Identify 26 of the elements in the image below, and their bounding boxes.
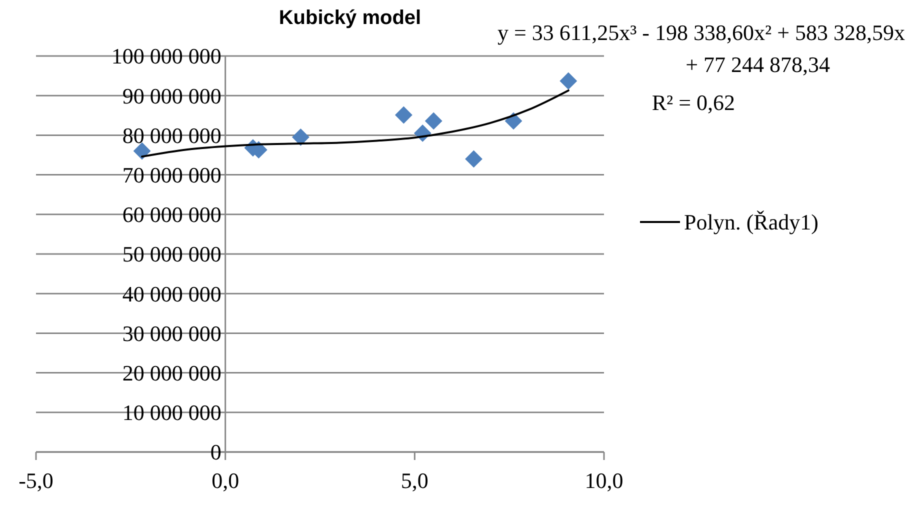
legend-label: Polyn. (Řady1) [684,210,818,235]
y-tick-label: 90 000 000 [122,83,222,108]
x-tick-label: 5,0 [400,468,428,493]
point [465,150,482,168]
point [292,128,310,146]
x-tick-label: 10,0 [584,468,624,493]
y-tick-label: 50 000 000 [122,242,222,267]
chart-title: Kubický model [278,7,422,29]
y-tick-label: 10 000 000 [122,400,222,426]
y-tick-label: 60 000 000 [122,202,222,228]
text: R² = 0,62 [652,90,735,115]
y-tick-label: 100 000 000 [111,44,222,69]
point [425,112,442,130]
y-tick-label: 40 000 000 [122,281,222,306]
point [560,72,577,90]
point [505,112,522,130]
point [134,142,151,160]
y-tick-label: 20 000 000 [122,360,222,386]
point [395,106,412,124]
y-tick-label: 80 000 000 [122,122,222,148]
y-tick-label: 70 000 000 [122,162,222,188]
x-tick-label: 0,0 [212,468,240,493]
y-tick-label: 0 [210,440,222,465]
annotation: y = 33 611,25x³ - 198 338,60x² + 583 328,59x + 77 244 878,34 [497,20,905,77]
y-tick-label: 30 000 000 [122,320,222,346]
x-tick-label: -5,0 [18,468,54,493]
